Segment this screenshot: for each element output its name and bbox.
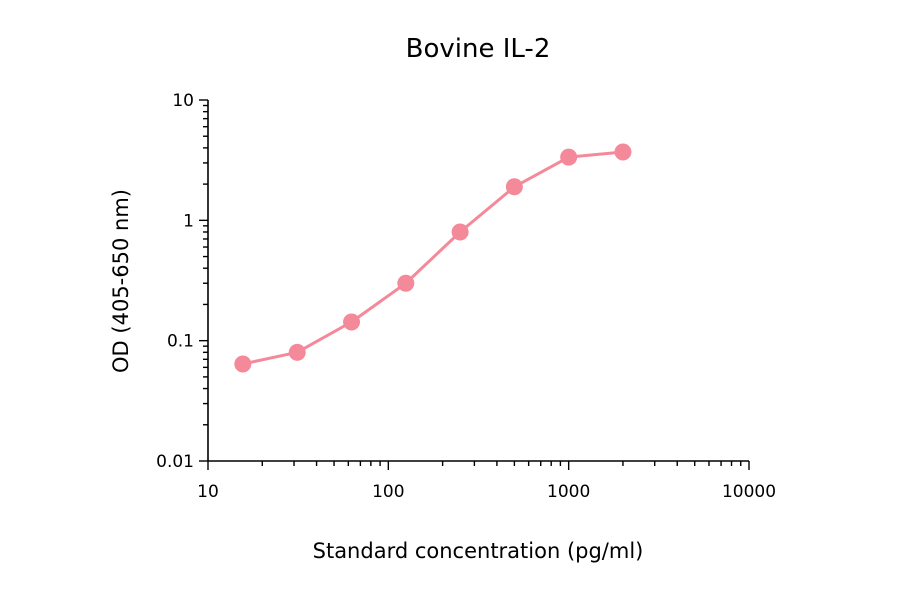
- y-major-ticks: [199, 99, 208, 462]
- x-tick-label: 100: [372, 482, 404, 502]
- y-axis: 0.01 0.1 1 10: [156, 91, 209, 472]
- y-minor-ticks: [203, 104, 208, 426]
- series-layer: [234, 143, 632, 373]
- y-axis-label: OD (405-650 nm): [109, 189, 133, 373]
- x-major-ticks: [207, 461, 750, 470]
- x-axis: 10 100 1000 10000: [197, 460, 776, 502]
- chart-title: Bovine IL-2: [406, 34, 551, 64]
- x-tick-label: 10000: [722, 482, 776, 502]
- x-tick-label: 1000: [547, 482, 590, 502]
- y-tick-label: 0.01: [156, 452, 194, 472]
- series-line: [241, 150, 625, 366]
- x-tick-labels: 10 100 1000 10000: [197, 482, 776, 502]
- x-axis-label: Standard concentration (pg/ml): [313, 539, 644, 563]
- data-point: [614, 143, 632, 161]
- data-point: [288, 343, 306, 361]
- x-tick-label: 10: [197, 482, 219, 502]
- data-point: [560, 148, 578, 166]
- data-point: [451, 223, 469, 241]
- y-tick-labels: 0.01 0.1 1 10: [156, 91, 194, 472]
- x-minor-ticks: [261, 461, 742, 466]
- data-point: [505, 178, 523, 196]
- y-tick-label: 10: [172, 91, 194, 111]
- y-tick-label: 1: [183, 211, 194, 231]
- y-tick-label: 0.1: [167, 332, 194, 352]
- data-point: [343, 313, 361, 331]
- data-point: [397, 274, 415, 292]
- data-point: [234, 355, 252, 373]
